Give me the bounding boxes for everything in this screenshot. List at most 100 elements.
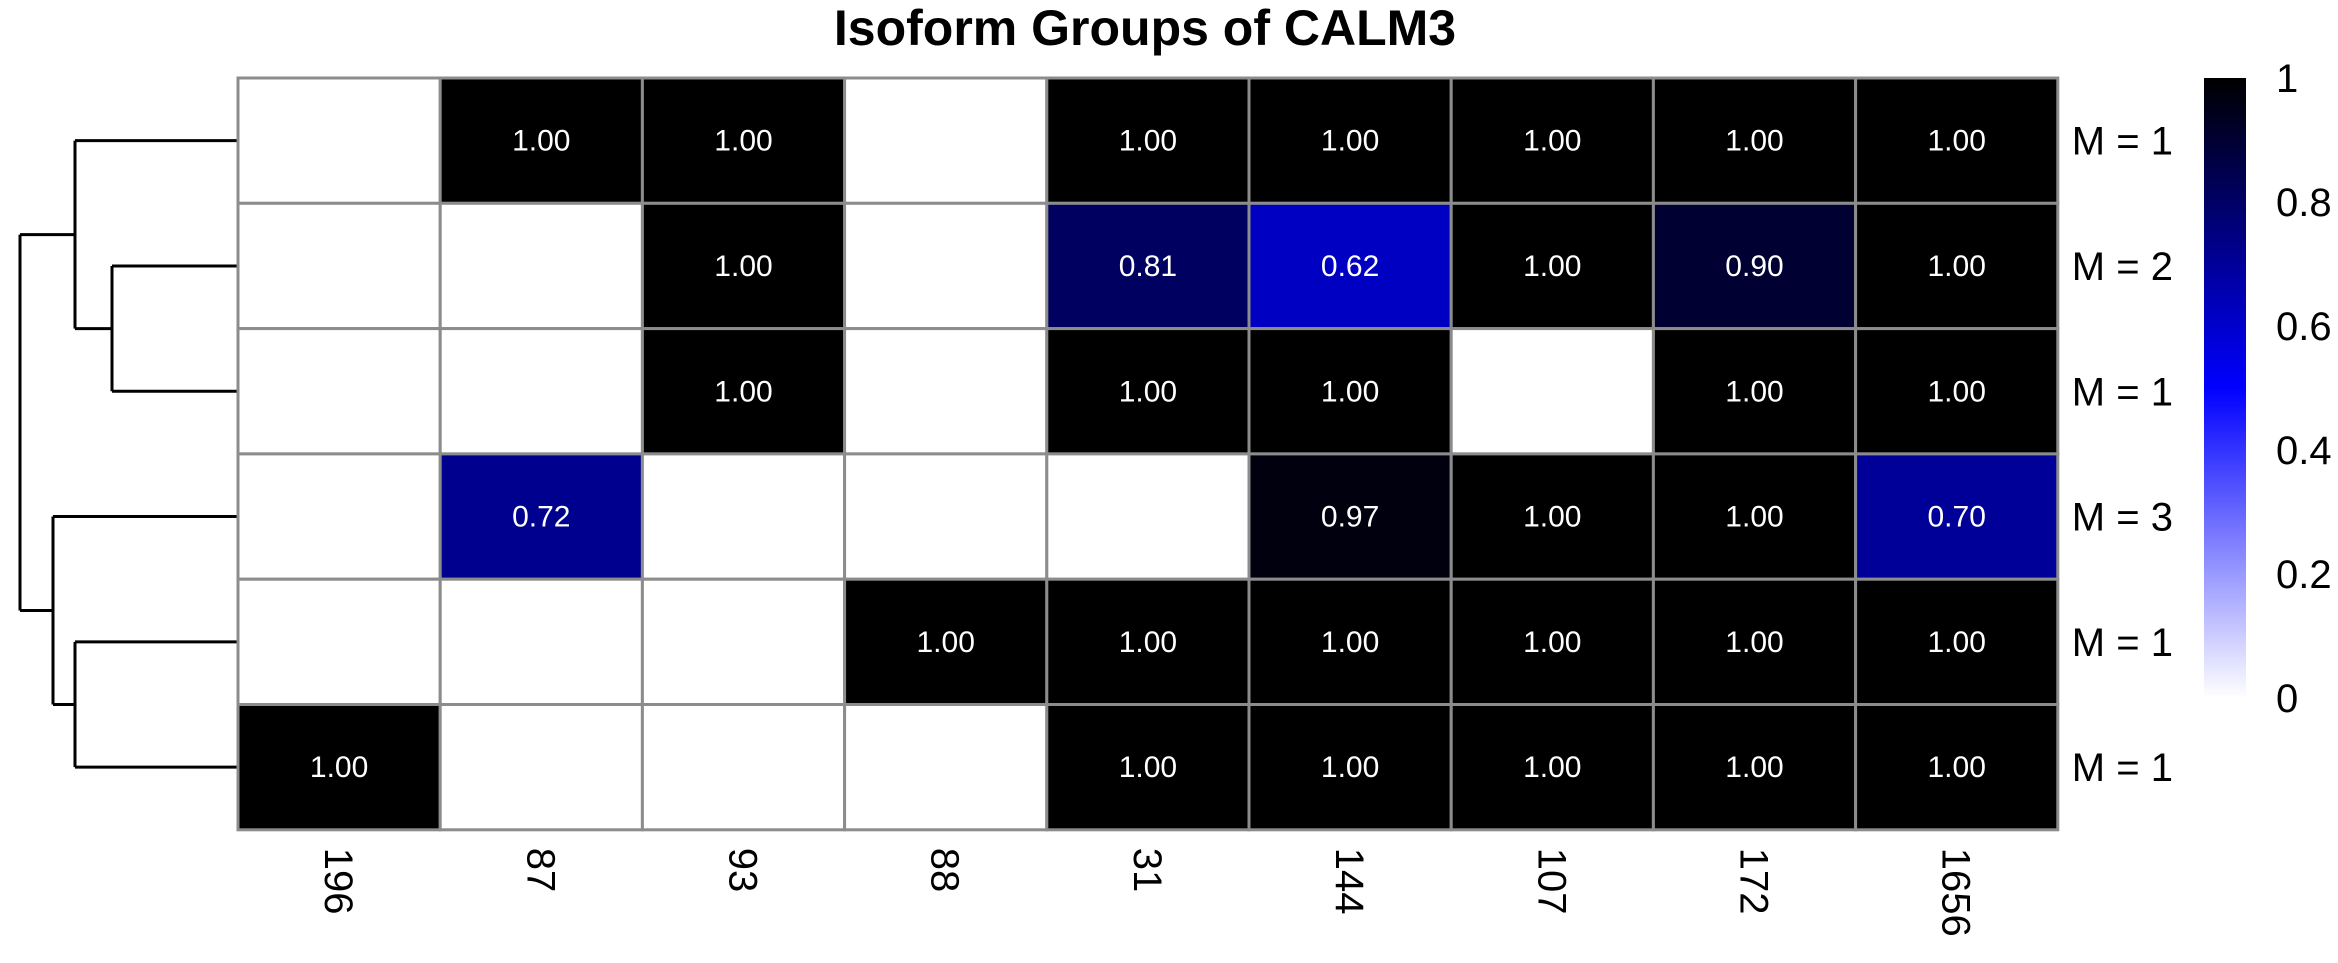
heatmap-cell <box>843 452 1049 581</box>
column-label: 172 <box>1732 848 1776 915</box>
cell-value-label: 1.00 <box>1523 751 1581 784</box>
column-labels: 196 87 93 88 31 144 107 172 1656 <box>316 848 1978 937</box>
heatmap-cell <box>640 703 847 832</box>
column-label: 144 <box>1327 848 1371 915</box>
heatmap-cell <box>438 76 644 205</box>
heatmap-cell <box>843 76 1049 205</box>
heatmap-cell <box>1651 327 1858 456</box>
heatmap-cell <box>236 327 442 456</box>
row-label: M = 1 <box>2072 621 2173 665</box>
column-label: 196 <box>316 848 360 915</box>
row-label: M = 1 <box>2072 746 2173 790</box>
heatmap-cell <box>1247 703 1453 832</box>
cell-value-label: 1.00 <box>1928 626 1986 659</box>
colorbar-gradient <box>2204 78 2246 698</box>
cell-value-label: 1.00 <box>1523 125 1581 158</box>
cell-value-label: 0.97 <box>1321 501 1379 534</box>
row-label: M = 2 <box>2072 245 2173 289</box>
heatmap-cell <box>843 327 1049 456</box>
heatmap-cell <box>236 76 442 205</box>
heatmap-grid: 1.00 1.00 1.00 1.00 1.00 1.00 1.00 1.00 0.81 0.62… <box>236 76 2060 832</box>
cell-value-label: 1.00 <box>512 125 570 158</box>
heatmap-cell <box>640 577 847 707</box>
cell-value-label: 1.00 <box>1928 250 1986 283</box>
heatmap-cell <box>640 327 847 456</box>
heatmap-cell <box>1449 452 1655 581</box>
colorbar-tick-label: 1 <box>2276 57 2298 101</box>
heatmap-cell <box>1854 327 2060 456</box>
cell-value-label: 1.00 <box>1928 751 1986 784</box>
heatmap-cell <box>438 452 644 581</box>
cell-value-label: 1.00 <box>1321 125 1379 158</box>
row-labels: M = 1 M = 2 M = 1 M = 3 M = 1 M = 1 <box>2072 120 2173 791</box>
color-legend: 0 0.2 0.4 0.6 0.8 1 <box>2204 57 2332 721</box>
cell-value-label: 0.90 <box>1725 250 1783 283</box>
cell-value-label: 1.00 <box>714 125 772 158</box>
heatmap-cell <box>1449 703 1655 832</box>
cell-value-label: 0.62 <box>1321 250 1379 283</box>
cell-value-label: 1.00 <box>1725 501 1783 534</box>
cell-value-label: 1.00 <box>1119 626 1177 659</box>
heatmap-cell <box>1854 201 2060 331</box>
cell-value-label: 1.00 <box>1119 751 1177 784</box>
cell-value-label: 1.00 <box>1725 626 1783 659</box>
cell-value-label: 1.00 <box>310 751 368 784</box>
cell-value-label: 1.00 <box>1119 125 1177 158</box>
heatmap-cell <box>1045 452 1251 581</box>
cell-value-label: 1.00 <box>1523 501 1581 534</box>
column-label: 88 <box>923 848 967 893</box>
heatmap-cell <box>236 201 442 331</box>
row-label: M = 1 <box>2072 370 2173 414</box>
heatmap-cell <box>1247 452 1453 581</box>
cell-value-label: 1.00 <box>1119 375 1177 408</box>
heatmap-cell <box>1045 327 1251 456</box>
heatmap-cell <box>843 577 1049 707</box>
colorbar-tick-label: 0 <box>2276 677 2298 721</box>
heatmap-cell <box>438 703 644 832</box>
cell-value-label: 1.00 <box>1725 751 1783 784</box>
cell-value-label: 1.00 <box>917 626 975 659</box>
heatmap-cell <box>1045 76 1251 205</box>
heatmap-cell <box>236 577 442 707</box>
heatmap-cell <box>640 201 847 331</box>
row-dendrogram <box>18 139 238 769</box>
cell-value-label: 0.72 <box>512 501 570 534</box>
heatmap-cell <box>438 577 644 707</box>
cell-value-label: 0.81 <box>1119 250 1177 283</box>
cell-value-label: 1.00 <box>1321 626 1379 659</box>
cell-value-label: 1.00 <box>1321 751 1379 784</box>
heatmap-cell <box>1651 201 1858 331</box>
heatmap-cell <box>1247 76 1453 205</box>
heatmap-cell <box>640 452 847 581</box>
colorbar-tick-label: 0.6 <box>2276 305 2332 349</box>
column-label: 31 <box>1125 848 1169 893</box>
heatmap-cell <box>1449 201 1655 331</box>
cell-value-label: 1.00 <box>1725 375 1783 408</box>
heatmap-cell <box>1045 201 1251 331</box>
cell-value-label: 1.00 <box>714 250 772 283</box>
heatmap-cell <box>1449 577 1655 707</box>
colorbar-tick-label: 0.8 <box>2276 181 2332 225</box>
cell-value-label: 0.70 <box>1928 501 1986 534</box>
heatmap-cell <box>236 452 442 581</box>
heatmap-cell <box>1854 703 2060 832</box>
heatmap-cell <box>1854 452 2060 581</box>
cell-value-label: 1.00 <box>1523 250 1581 283</box>
heatmap-cell <box>1651 577 1858 707</box>
heatmap-cell <box>438 201 644 331</box>
column-label: 107 <box>1529 848 1573 915</box>
row-label: M = 1 <box>2072 120 2173 164</box>
colorbar-tick-label: 0.2 <box>2276 553 2332 597</box>
column-label: 93 <box>721 848 765 893</box>
heatmap-cell <box>1449 327 1655 456</box>
heatmap-cell <box>236 703 442 832</box>
colorbar-tick-label: 0.4 <box>2276 429 2332 473</box>
cell-value-label: 1.00 <box>714 375 772 408</box>
heatmap-cell <box>438 327 644 456</box>
heatmap-cell <box>843 703 1049 832</box>
cell-value-label: 1.00 <box>1928 375 1986 408</box>
chart-title: Isoform Groups of CALM3 <box>834 0 1456 56</box>
row-label: M = 3 <box>2072 496 2173 540</box>
column-label: 87 <box>518 848 562 893</box>
